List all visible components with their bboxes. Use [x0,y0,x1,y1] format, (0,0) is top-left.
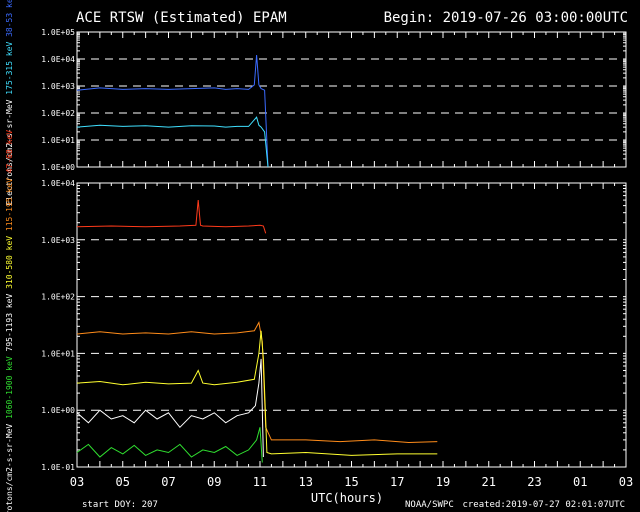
series-line [76,55,269,168]
legend-entry: 795-1193 keV [5,289,14,352]
y-axis-title: Protons/cm2-s-sr-MeV [5,419,14,512]
y-tick-label: 1.0E+03 [41,82,75,91]
x-tick-label: 07 [161,475,175,489]
y-tick-label: 1.0E-01 [41,463,75,472]
electron-panel: 1.0E+00 1.0E+01 1.0E+02 1.0E+03 1.0E+04 1.0E+… [5,0,627,205]
proton-panel: 1.0E-01 1.0E+00 1.0E+01 1.0E+02 1.0E+03 1.0E+… [5,130,627,512]
y-tick-label: 1.0E+04 [41,179,75,188]
legend-entry: 1060-1900 keV [5,351,14,418]
series-line [76,200,267,234]
credit: NOAA/SWPC [405,500,454,510]
y-tick-label: 1.0E+00 [41,163,75,172]
legend-entry: 38-53 keV [5,0,14,37]
x-tick-label: 17 [390,475,404,489]
y-tick-label: 1.0E+02 [41,293,75,302]
chart-title: ACE RTSW (Estimated) EPAM [76,10,287,26]
y-tick-label: 1.0E+02 [41,109,75,118]
created-time: created:2019-07-27 02:01:07UTC [462,500,625,510]
begin-time: Begin: 2019-07-26 03:00:00UTC [384,10,628,26]
y-axis-label: Protons/cm2-s-sr-MeV 1060-1900 keV 795-1… [5,130,14,512]
legend-entry: 310-580 keV [5,231,14,289]
start-doy: start DOY: 207 [82,500,158,510]
x-tick-label: 05 [116,475,130,489]
x-tick-label: 03 [619,475,633,489]
legend-entry: 175-315 keV [5,37,14,95]
y-tick-label: 1.0E+04 [41,55,75,64]
x-tick-label: 21 [482,475,496,489]
x-tick-label: 11 [253,475,267,489]
x-tick-label: 23 [527,475,541,489]
y-axis-title: Electrons/cm2-s-sr-MeV [5,95,14,206]
x-tick-label: 15 [344,475,358,489]
legend-entry: 115-195 keV [5,173,14,231]
x-tick-label: 19 [436,475,450,489]
x-tick-labels: 03 05 07 09 11 13 15 17 19 21 23 01 03 [70,475,633,489]
y-tick-label: 1.0E+01 [41,349,75,358]
x-tick-label: 13 [299,475,313,489]
y-tick-label: 1.0E+05 [41,28,75,37]
y-tick-label: 1.0E+01 [41,136,75,145]
series-line [76,321,438,444]
x-tick-label: 03 [70,475,84,489]
series-line [76,358,264,458]
series-line [76,330,438,456]
legend-entry: 47-68 keV [5,130,14,174]
x-axis-label: UTC(hours) [311,491,383,505]
series-line [76,427,263,463]
x-tick-label: 01 [573,475,587,489]
y-axis-label: Electrons/cm2-s-sr-MeV 175-315 keV 38-53… [5,0,14,205]
series-line [76,116,269,168]
y-tick-label: 1.0E+00 [41,406,75,415]
x-tick-label: 09 [207,475,221,489]
y-tick-label: 1.0E+03 [41,236,75,245]
